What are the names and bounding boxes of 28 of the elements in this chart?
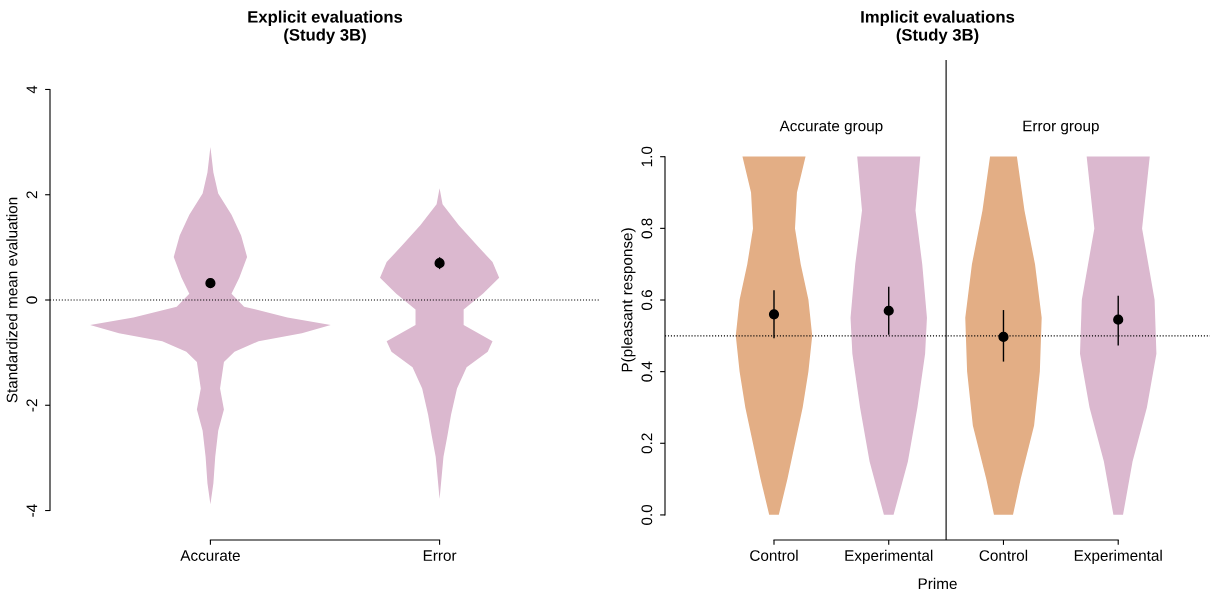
x-axis-title: Prime — [918, 577, 957, 590]
y-tick-label: 0.4 — [641, 361, 653, 382]
y-tick-label: -2 — [26, 399, 38, 412]
y-tick-label: 0.2 — [641, 433, 653, 454]
y-tick-label: 0.0 — [641, 504, 653, 525]
text: Error group — [1023, 120, 1099, 135]
y-tick-label: 0.6 — [641, 290, 653, 311]
point — [883, 305, 894, 316]
x-tick-label: Experimental — [1074, 549, 1162, 564]
chart-title: Implicit evaluations (Study 3B) — [861, 10, 1015, 45]
text: Accurate group — [779, 120, 883, 135]
x-tick-label: Error — [423, 550, 457, 561]
y-axis-title: Standardized mean evaluation — [6, 197, 18, 403]
x-tick-label: Experimental — [845, 549, 933, 564]
x-tick-label: Accurate — [180, 550, 240, 561]
point — [768, 309, 780, 320]
y-axis-title: P(pleasant response) — [621, 228, 636, 372]
point — [1113, 314, 1124, 325]
x-tick-label: Control — [979, 549, 1028, 561]
y-tick-label: 1.0 — [641, 146, 653, 167]
y-tick-label: 0.8 — [641, 218, 653, 239]
x-tick-label: Control — [750, 549, 798, 561]
y-tick-label: 0 — [26, 296, 38, 304]
chart-title: Explicit evaluations (Study 3B) — [248, 10, 403, 45]
y-tick-label: 4 — [26, 85, 38, 94]
y-tick-label: 2 — [26, 191, 38, 199]
point — [998, 331, 1009, 342]
y-tick-label: -4 — [26, 504, 38, 517]
